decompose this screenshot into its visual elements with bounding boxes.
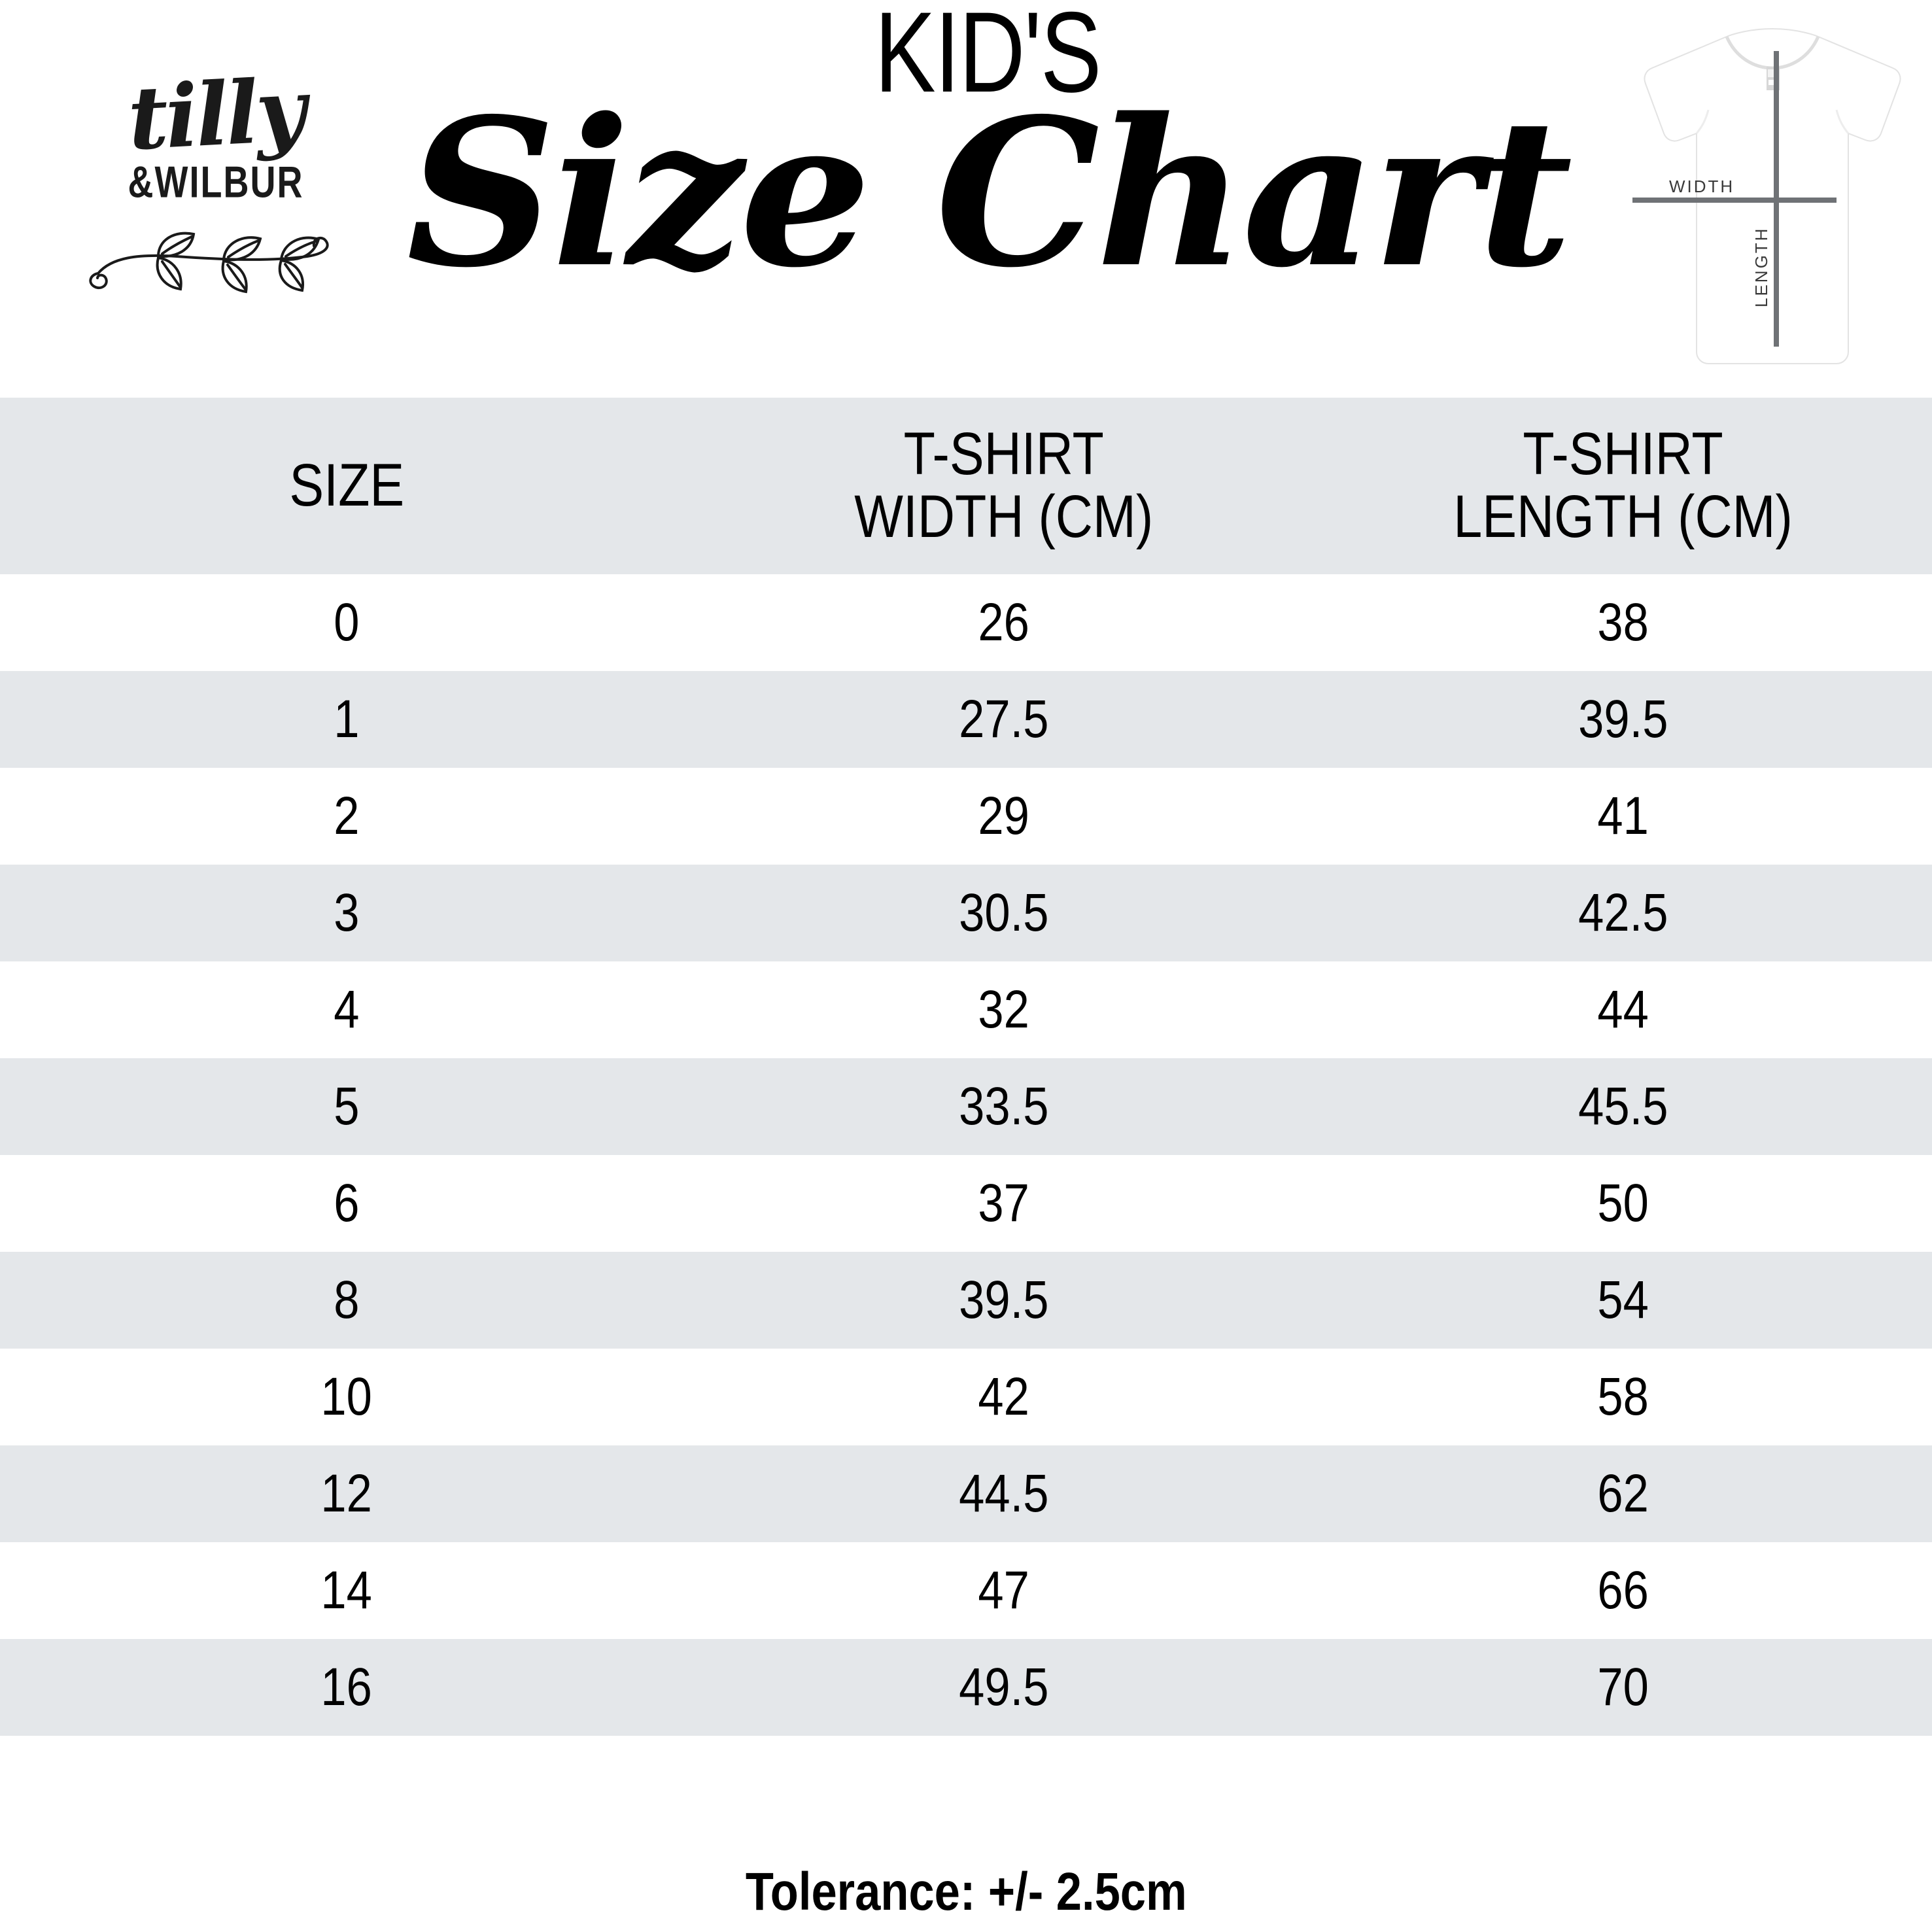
page-title: Size Chart bbox=[406, 74, 1572, 313]
table-row: 4 32 44 bbox=[0, 961, 1932, 1058]
cell-size: 3 bbox=[0, 865, 693, 961]
table-row: 10 42 58 bbox=[0, 1349, 1932, 1445]
cell-length: 54 bbox=[1315, 1252, 1932, 1349]
cell-size: 16 bbox=[0, 1639, 693, 1736]
cell-length: 45.5 bbox=[1315, 1058, 1932, 1155]
tshirt-measurement-figure: WIDTH LENGTH bbox=[1629, 12, 1916, 385]
table-row: 12 44.5 62 bbox=[0, 1445, 1932, 1542]
brand-logo: tilly &WILBUR bbox=[78, 60, 353, 334]
cell-size: 8 bbox=[0, 1252, 693, 1349]
column-header-length: T-SHIRT LENGTH (CM) bbox=[1315, 398, 1932, 574]
cell-width: 47 bbox=[693, 1542, 1315, 1639]
cell-width: 37 bbox=[693, 1155, 1315, 1252]
cell-length: 70 bbox=[1315, 1639, 1932, 1736]
cell-length: 41 bbox=[1315, 768, 1932, 865]
brand-name-sub: &WILBUR bbox=[128, 158, 304, 207]
tolerance-note: Tolerance: +/- 2.5cm bbox=[745, 1862, 1187, 1922]
cell-size: 1 bbox=[0, 671, 693, 768]
cell-size: 14 bbox=[0, 1542, 693, 1639]
width-label: WIDTH bbox=[1669, 177, 1734, 196]
cell-width: 39.5 bbox=[693, 1252, 1315, 1349]
page-eyebrow-title: KID'S bbox=[874, 0, 1101, 116]
cell-length: 38 bbox=[1315, 574, 1932, 671]
length-label: LENGTH bbox=[1751, 227, 1771, 307]
cell-width: 32 bbox=[693, 961, 1315, 1058]
table-row: 14 47 66 bbox=[0, 1542, 1932, 1639]
cell-width: 33.5 bbox=[693, 1058, 1315, 1155]
column-header-size: SIZE bbox=[0, 398, 693, 574]
cell-width: 29 bbox=[693, 768, 1315, 865]
table-row: 5 33.5 45.5 bbox=[0, 1058, 1932, 1155]
table-row: 16 49.5 70 bbox=[0, 1639, 1932, 1736]
cell-length: 66 bbox=[1315, 1542, 1932, 1639]
leaf-branch-icon bbox=[78, 222, 353, 304]
size-chart-table: SIZE T-SHIRT WIDTH (CM) T-SHIRT LENGTH (… bbox=[0, 398, 1932, 1736]
table-row: 8 39.5 54 bbox=[0, 1252, 1932, 1349]
tshirt-icon bbox=[1644, 27, 1901, 364]
cell-length: 39.5 bbox=[1315, 671, 1932, 768]
cell-size: 12 bbox=[0, 1445, 693, 1542]
column-header-width: T-SHIRT WIDTH (CM) bbox=[693, 398, 1315, 574]
cell-length: 44 bbox=[1315, 961, 1932, 1058]
cell-width: 26 bbox=[693, 574, 1315, 671]
brand-name-script: tilly bbox=[126, 60, 306, 170]
cell-size: 4 bbox=[0, 961, 693, 1058]
cell-size: 6 bbox=[0, 1155, 693, 1252]
cell-length: 62 bbox=[1315, 1445, 1932, 1542]
cell-width: 30.5 bbox=[693, 865, 1315, 961]
header-area: tilly &WILBUR bbox=[0, 0, 1932, 398]
cell-size: 0 bbox=[0, 574, 693, 671]
cell-size: 2 bbox=[0, 768, 693, 865]
cell-size: 10 bbox=[0, 1349, 693, 1445]
table-row: 3 30.5 42.5 bbox=[0, 865, 1932, 961]
table-row: 0 26 38 bbox=[0, 574, 1932, 671]
cell-length: 50 bbox=[1315, 1155, 1932, 1252]
title-block: KID'S Size Chart bbox=[366, 0, 1609, 392]
cell-width: 27.5 bbox=[693, 671, 1315, 768]
cell-width: 49.5 bbox=[693, 1639, 1315, 1736]
table-body: 0 26 38 1 27.5 39.5 2 29 41 3 30.5 42.5 … bbox=[0, 574, 1932, 1736]
cell-width: 44.5 bbox=[693, 1445, 1315, 1542]
cell-width: 42 bbox=[693, 1349, 1315, 1445]
cell-length: 58 bbox=[1315, 1349, 1932, 1445]
table-row: 1 27.5 39.5 bbox=[0, 671, 1932, 768]
cell-size: 5 bbox=[0, 1058, 693, 1155]
table-row: 2 29 41 bbox=[0, 768, 1932, 865]
cell-length: 42.5 bbox=[1315, 865, 1932, 961]
table-header-row: SIZE T-SHIRT WIDTH (CM) T-SHIRT LENGTH (… bbox=[0, 398, 1932, 574]
table-row: 6 37 50 bbox=[0, 1155, 1932, 1252]
